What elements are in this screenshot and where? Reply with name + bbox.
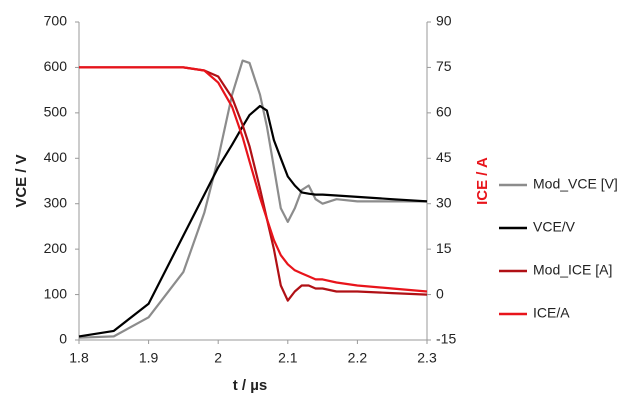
y2-tick-label: 75 [436,58,452,74]
y2-axis-title: ICE / A [474,157,491,205]
legend-label: Mod_ICE [A] [533,262,612,278]
y-tick-label: 0 [59,331,67,347]
y-tick-label: 100 [44,285,68,301]
series-line [78,59,427,339]
x-tick-label: 2.1 [278,350,298,366]
legend-label: VCE/V [533,219,576,235]
y-tick-label: 700 [44,13,68,29]
y2-tick-label: 30 [436,194,452,210]
legend-label: Mod_VCE [V] [533,176,618,192]
x-tick-label: 1.8 [69,350,89,366]
x-tick-label: 2 [214,350,222,366]
y-tick-label: 400 [44,149,68,165]
y-tick-label: 300 [44,194,68,210]
y-tick-label: 500 [44,104,68,120]
y2-tick-label: 0 [436,285,444,301]
series-line [78,104,428,338]
legend-label: ICE/A [533,305,570,321]
y-tick-label: 200 [44,240,68,256]
y2-tick-label: -15 [436,331,456,347]
x-tick-label: 2.3 [417,350,437,366]
y2-tick-label: 60 [436,104,452,120]
x-axis-title: t / µs [233,377,267,394]
y-tick-label: 600 [44,58,68,74]
y2-tick-label: 45 [436,149,452,165]
y2-tick-label: 90 [436,13,452,29]
series-line [79,66,428,302]
x-tick-label: 2.2 [348,350,368,366]
y2-tick-label: 15 [436,240,452,256]
series-line [79,66,428,293]
x-tick-label: 1.9 [139,350,159,366]
y-axis-title: VCE / V [13,154,30,207]
